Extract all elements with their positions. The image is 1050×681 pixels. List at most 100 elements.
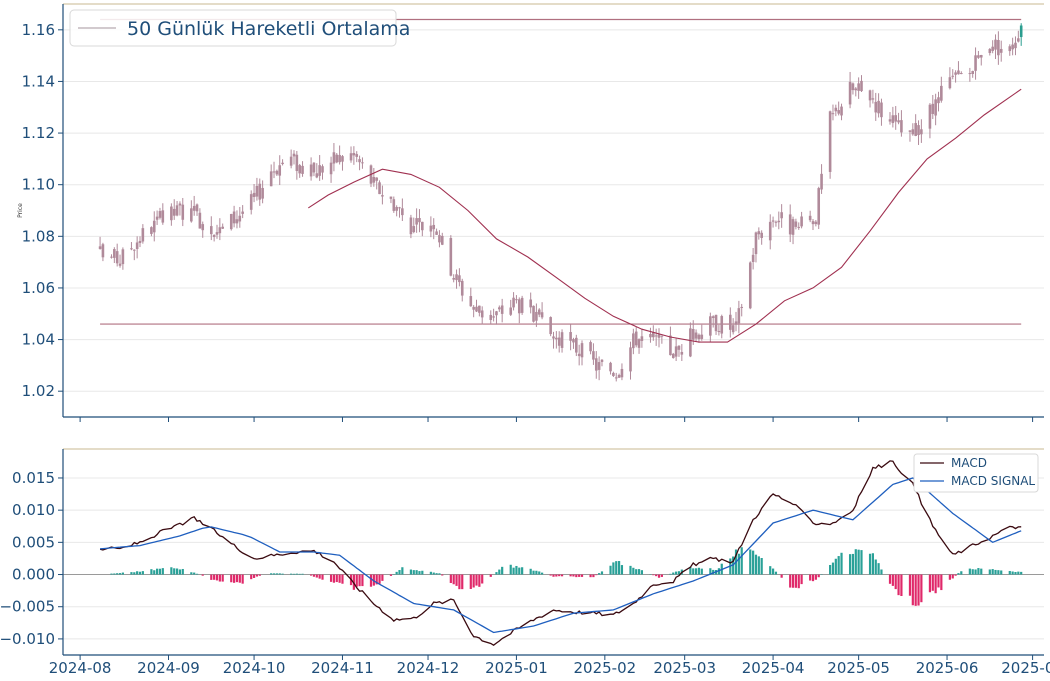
- candle-body: [940, 86, 943, 101]
- macd-histogram-bar: [900, 575, 902, 596]
- candle-body: [675, 346, 678, 356]
- macd-histogram-bar: [210, 575, 212, 580]
- macd-histogram-bar: [980, 569, 982, 575]
- macd-histogram-bar: [772, 569, 774, 575]
- candle-body: [1000, 49, 1003, 53]
- candle-body: [951, 76, 954, 77]
- candle-body: [390, 197, 393, 199]
- macd-histogram-bar: [795, 575, 797, 588]
- macd-histogram-bar: [321, 575, 323, 580]
- candle-body: [498, 307, 501, 309]
- macd-histogram-bar: [239, 575, 241, 583]
- macd-histogram-bar: [889, 575, 891, 584]
- candle-body: [230, 214, 233, 229]
- candle-body: [501, 305, 504, 313]
- macd-histogram-bar: [296, 574, 298, 575]
- macd-histogram-bar: [193, 573, 195, 575]
- candle-body: [971, 71, 974, 74]
- candle-body: [116, 251, 119, 263]
- candle-body: [969, 73, 972, 74]
- macd-histogram-bar: [162, 568, 164, 574]
- macd-histogram-bar: [835, 559, 837, 575]
- macd-histogram-bar: [398, 570, 400, 574]
- candle-body: [458, 275, 461, 282]
- candle-body: [832, 113, 835, 114]
- macd-histogram-bar: [838, 556, 840, 574]
- candle-body: [273, 171, 276, 172]
- macd-histogram-bar: [478, 575, 480, 587]
- macd-histogram-bar: [159, 569, 161, 575]
- candle-body: [162, 210, 165, 222]
- macd-histogram-bar: [977, 568, 979, 574]
- candle-body: [233, 212, 236, 224]
- macd-histogram-bar: [675, 572, 677, 575]
- candle-body: [561, 332, 564, 348]
- macd-histogram-bar: [578, 575, 580, 577]
- macd-histogram-bar: [692, 568, 694, 574]
- macd-histogram-bar: [892, 575, 894, 586]
- macd-histogram-bar: [521, 567, 523, 574]
- candle-body: [535, 312, 538, 321]
- candle-body: [455, 274, 458, 280]
- macd-histogram-bar: [570, 575, 572, 577]
- macd-histogram-bar: [952, 575, 954, 579]
- macd-histogram-bar: [669, 574, 671, 575]
- candle-body: [729, 315, 732, 330]
- macd-histogram-bar: [897, 575, 899, 596]
- macd-histogram-bar: [789, 575, 791, 588]
- candle-body: [672, 354, 675, 358]
- candle-body: [313, 163, 316, 173]
- macd-histogram-bar: [173, 568, 175, 574]
- candle-body: [193, 206, 196, 211]
- xtick-label: 2024-11: [311, 659, 374, 677]
- candle-body: [316, 173, 319, 177]
- macd-histogram-bar: [458, 575, 460, 590]
- macd-histogram-bar: [150, 569, 152, 574]
- macd-histogram-bar: [179, 569, 181, 574]
- macd-histogram-bar: [937, 575, 939, 588]
- macd-histogram-bar: [378, 575, 380, 584]
- macd-histogram-bar: [992, 569, 994, 574]
- candle-body: [735, 321, 738, 324]
- candle-body: [481, 310, 484, 317]
- macd-histogram-bar: [550, 575, 552, 576]
- candle-body: [170, 207, 173, 221]
- macd-histogram-bar: [450, 575, 452, 583]
- candle-body: [872, 98, 875, 99]
- candle-body: [909, 130, 912, 131]
- macd-histogram-bar: [290, 574, 292, 575]
- candle-body: [541, 312, 544, 317]
- candle-body: [181, 205, 184, 220]
- candle-body: [381, 195, 384, 196]
- macd-histogram-bar: [233, 575, 235, 583]
- candle-body: [492, 316, 495, 317]
- candle-body: [216, 232, 219, 235]
- macd-histogram-bar: [361, 575, 363, 587]
- candle-body: [678, 346, 681, 350]
- macd-histogram-bar: [319, 575, 321, 579]
- price-ytick-label: 1.12: [22, 124, 55, 142]
- candle-body: [142, 228, 145, 241]
- macd-histogram-bar: [176, 569, 178, 575]
- candle-body: [914, 123, 917, 136]
- macd-histogram-bar: [498, 570, 500, 575]
- candle-body: [321, 166, 324, 172]
- macd-histogram-bar: [698, 568, 700, 575]
- candle-body: [777, 221, 780, 222]
- candle-body: [820, 174, 823, 190]
- macd-histogram-bar: [130, 572, 132, 574]
- macd-histogram-bar: [222, 575, 224, 582]
- macd-histogram-bar: [236, 575, 238, 583]
- macd-histogram-bar: [915, 575, 917, 606]
- macd-histogram-bar: [418, 571, 420, 574]
- macd-histogram-bar: [142, 571, 144, 574]
- candle-body: [350, 153, 353, 160]
- moving-average-line: [308, 89, 1021, 342]
- candle-body: [658, 334, 661, 338]
- candle-body: [401, 208, 404, 215]
- candle-body: [795, 221, 798, 226]
- price-ytick-label: 1.04: [22, 331, 55, 349]
- candle-body: [532, 306, 535, 322]
- macd-histogram-bar: [512, 568, 514, 575]
- candle-body: [515, 299, 518, 300]
